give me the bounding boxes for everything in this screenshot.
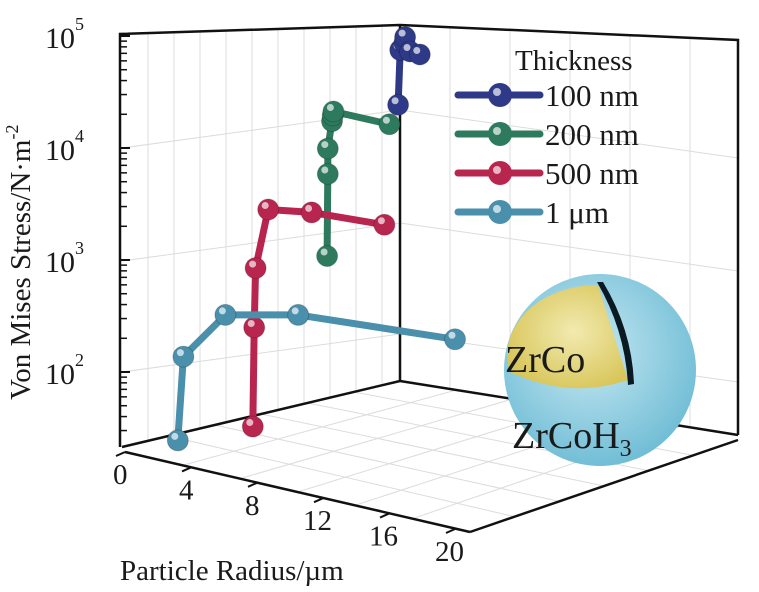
legend: Thickness 100 nm 200 nm 500 nm 1 μm	[454, 45, 639, 230]
x-tick	[379, 512, 390, 519]
data-point	[316, 245, 339, 267]
series-1-μm	[166, 303, 466, 452]
data-point-highlight	[377, 217, 385, 225]
legend-marker-highlight	[493, 127, 501, 135]
series-line	[249, 206, 385, 427]
data-point	[166, 429, 189, 452]
grid-line	[214, 424, 560, 502]
legend-item: 1 μm	[454, 195, 609, 230]
data-point	[244, 257, 267, 280]
y-tick-label: 102	[45, 350, 84, 391]
x-tick	[115, 451, 126, 457]
legend-marker	[488, 122, 512, 146]
legend-marker-highlight	[493, 205, 501, 213]
series-group	[166, 26, 466, 452]
x-tick-label: 20	[435, 536, 464, 568]
data-point	[316, 137, 339, 160]
x-tick-label: 12	[303, 505, 332, 537]
data-point	[241, 415, 264, 438]
data-point	[316, 162, 339, 185]
grid-line	[121, 333, 401, 373]
series-100-nm	[387, 26, 431, 116]
legend-title: Thickness	[515, 45, 633, 77]
x-axis-title: Particle Radius/µm	[120, 555, 344, 587]
data-point-highlight	[403, 43, 411, 51]
y-axis-ticks: 102 103 104 105	[45, 14, 130, 432]
data-point	[287, 303, 310, 326]
data-point-highlight	[171, 432, 179, 440]
data-point	[322, 100, 345, 123]
data-point-highlight	[291, 307, 299, 315]
data-point	[408, 43, 431, 66]
legend-item: 100 nm	[454, 78, 639, 113]
data-point-highlight	[247, 319, 255, 327]
data-point-highlight	[246, 419, 254, 427]
x-tick-label: 0	[113, 459, 128, 491]
data-point-highlight	[321, 166, 329, 174]
x-axis-ticks: 0 4 8 12 16 20	[113, 451, 464, 568]
x-tick-label: 16	[369, 521, 398, 553]
data-point-highlight	[249, 260, 257, 268]
data-point	[378, 113, 401, 136]
x-tick	[313, 497, 324, 504]
core-label: ZrCo	[505, 339, 585, 381]
x-tick-label: 8	[245, 490, 260, 522]
legend-marker-highlight	[493, 88, 501, 96]
series-500-nm	[241, 198, 396, 438]
y-axis-title: Von Mises Stress/N·m-2	[2, 125, 37, 401]
y-tick-label: 103	[45, 238, 84, 279]
legend-label: 100 nm	[545, 78, 639, 113]
legend-marker	[488, 83, 512, 107]
legend-marker	[488, 200, 512, 224]
data-point	[373, 213, 396, 236]
grid-line	[168, 435, 515, 518]
series-line	[174, 311, 456, 441]
legend-item: 500 nm	[454, 156, 639, 191]
legend-label: 500 nm	[545, 156, 639, 191]
data-point-highlight	[398, 29, 406, 37]
data-point-highlight	[326, 104, 334, 112]
data-point	[214, 303, 237, 326]
y-tick-label: 104	[45, 126, 84, 167]
data-point-highlight	[305, 204, 313, 212]
legend-marker-highlight	[493, 166, 501, 174]
core-shell-inset: ZrCo ZrCoH3	[504, 274, 696, 466]
data-point	[444, 328, 466, 351]
data-point-highlight	[320, 248, 328, 256]
y-tick-label: 105	[45, 14, 84, 55]
data-point-highlight	[448, 331, 456, 339]
data-point-highlight	[218, 307, 226, 315]
grid-line	[399, 109, 739, 159]
data-point	[243, 316, 266, 339]
grid-line	[399, 222, 739, 272]
data-point-highlight	[261, 202, 269, 210]
shell-cut-edge	[597, 282, 634, 385]
core-section	[507, 284, 628, 389]
data-point-highlight	[413, 46, 421, 54]
data-point	[300, 201, 323, 224]
legend-marker	[488, 161, 512, 185]
legend-item: 200 nm	[454, 117, 639, 152]
x-tick	[247, 481, 258, 488]
series-200-nm	[316, 100, 401, 267]
axes-box	[118, 23, 740, 534]
data-point-highlight	[391, 97, 399, 105]
legend-label: 200 nm	[545, 117, 639, 152]
x-tick-label: 4	[179, 474, 194, 506]
data-point-highlight	[382, 116, 390, 124]
data-point	[257, 198, 280, 221]
data-point	[172, 345, 195, 368]
data-point-highlight	[176, 349, 184, 357]
x-tick	[181, 466, 192, 473]
grid-line	[260, 413, 605, 487]
data-point	[387, 93, 410, 116]
grid-line	[239, 398, 513, 480]
data-point-highlight	[321, 141, 329, 149]
shell-label: ZrCoH3	[512, 415, 632, 462]
legend-label: 1 μm	[545, 195, 609, 230]
x-tick	[445, 528, 456, 534]
